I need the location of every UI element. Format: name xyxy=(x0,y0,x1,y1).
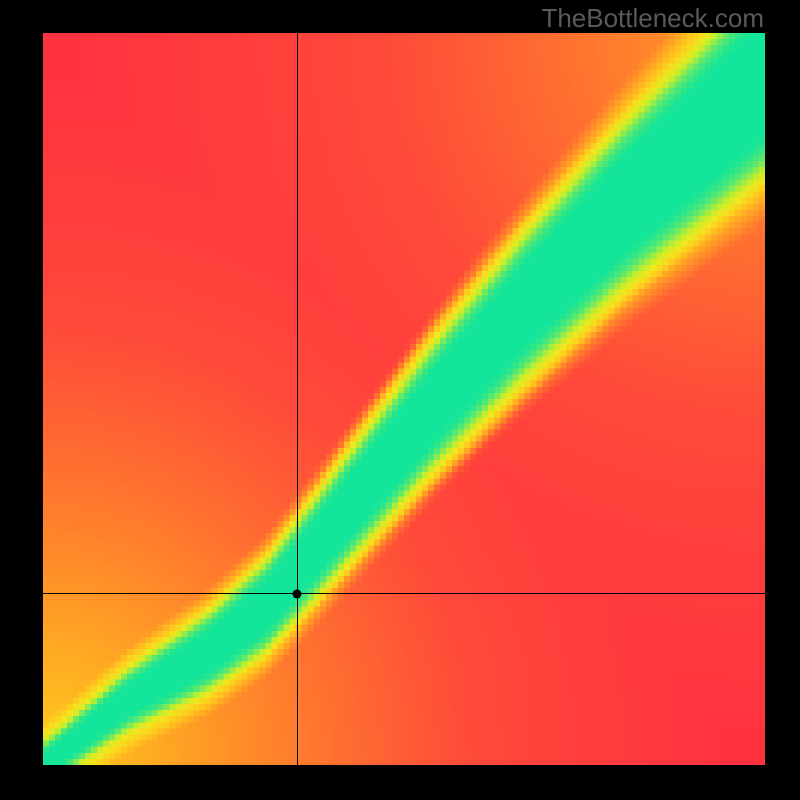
crosshair-horizontal xyxy=(43,593,765,594)
watermark-text: TheBottleneck.com xyxy=(541,3,764,34)
chart-container: TheBottleneck.com xyxy=(0,0,800,800)
bottleneck-heatmap xyxy=(43,33,765,765)
crosshair-vertical xyxy=(297,33,298,765)
crosshair-marker xyxy=(293,589,302,598)
